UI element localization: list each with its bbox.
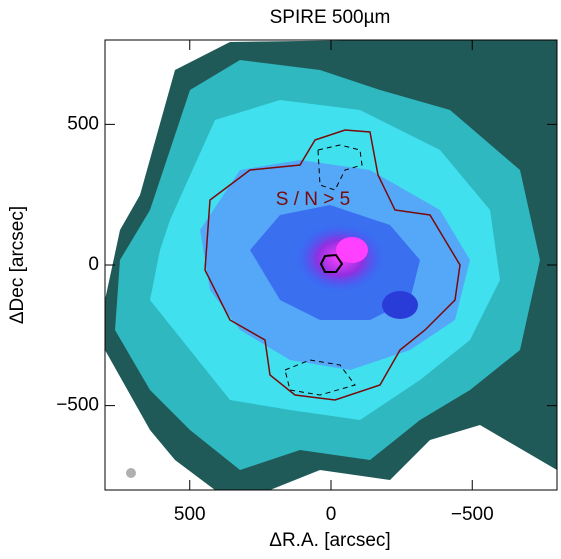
x-tick-label: −500 bbox=[451, 504, 494, 525]
annotation: S / N > 5 bbox=[276, 189, 350, 210]
chart-title: SPIRE 500µm bbox=[270, 7, 391, 28]
y-axis-label: ΔDec [arcsec] bbox=[7, 206, 28, 324]
y-tick-label: −500 bbox=[56, 395, 99, 416]
x-axis-label: ΔR.A. [arcsec] bbox=[269, 530, 390, 551]
y-tick-label: 500 bbox=[67, 113, 99, 134]
x-tick-label: 500 bbox=[174, 504, 206, 525]
map-image bbox=[105, 40, 557, 490]
y-tick-label: 0 bbox=[88, 254, 99, 275]
x-tick-label: 0 bbox=[326, 504, 337, 525]
